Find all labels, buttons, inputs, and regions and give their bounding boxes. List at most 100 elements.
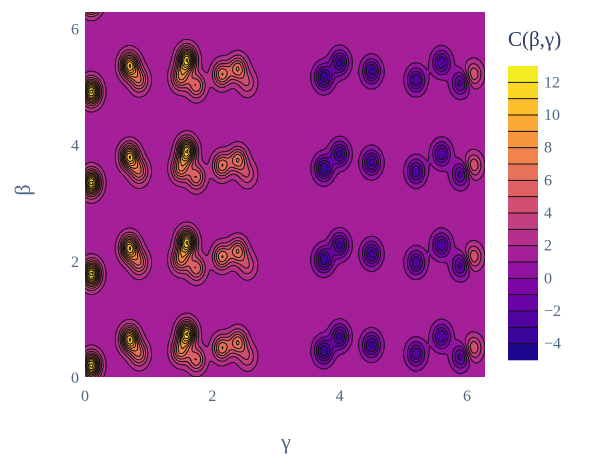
contour-cell (173, 370, 176, 373)
contour-cell (355, 350, 358, 353)
contour-cell (293, 350, 296, 353)
contour-cell (105, 347, 108, 350)
contour-cell (295, 372, 298, 375)
contour-cell (205, 347, 208, 350)
contour-cell (153, 370, 156, 373)
contour-cell (300, 375, 303, 378)
contour-cell (270, 367, 273, 370)
contour-cell (110, 375, 113, 378)
contour-cell (353, 360, 356, 363)
contour-cell (158, 347, 161, 350)
contour-cell (108, 372, 111, 375)
contour-cell (408, 372, 411, 375)
contour-cell (378, 375, 381, 378)
contour-cell (388, 370, 391, 373)
contour-cell (305, 362, 308, 365)
contour-cell (398, 362, 401, 365)
contour-cell (325, 375, 328, 378)
contour-cell (365, 357, 368, 360)
contour-cell (445, 357, 448, 360)
contour-cell (263, 365, 266, 368)
contour-cell (158, 372, 161, 375)
contour-cell (398, 375, 401, 378)
contour-cell (270, 350, 273, 353)
contour-cell (168, 372, 171, 375)
contour-cell (298, 352, 301, 355)
contour-cell (313, 375, 316, 378)
contour-cell (263, 360, 266, 363)
contour-cell (295, 370, 298, 373)
contour-cell (340, 357, 343, 360)
contour-cell (260, 367, 263, 370)
contour-cell (330, 367, 333, 370)
contour-cell (433, 370, 436, 373)
contour-cell (113, 362, 116, 365)
contour-cell (385, 365, 388, 368)
contour-cell (378, 370, 381, 373)
contour-cell (350, 362, 353, 365)
contour-cell (308, 350, 311, 353)
contour-cell (443, 372, 446, 375)
contour-cell (295, 367, 298, 370)
contour-cell (223, 367, 226, 370)
contour-cell (185, 362, 188, 365)
contour-cell (265, 355, 268, 358)
contour-cell (263, 350, 266, 353)
contour-cell (438, 367, 441, 370)
contour-cell (423, 370, 426, 373)
contour-cell (360, 370, 363, 373)
contour-cell (148, 357, 151, 360)
contour-cell (440, 372, 443, 375)
contour-cell (153, 355, 156, 358)
contour-cell (173, 375, 176, 378)
contour-cell (153, 347, 156, 350)
contour-cell (415, 367, 418, 370)
contour-cell (335, 372, 338, 375)
contour-cell (440, 375, 443, 378)
contour-cell (193, 360, 196, 363)
contour-cell (475, 372, 478, 375)
contour-cell (210, 367, 213, 370)
contour-cell (235, 372, 238, 375)
contour-cell (365, 365, 368, 368)
contour-cell (158, 355, 161, 358)
contour-cell (383, 357, 386, 360)
contour-cell (400, 350, 403, 353)
contour-cell (445, 362, 448, 365)
contour-cell (435, 362, 438, 365)
contour-cell (208, 350, 211, 353)
contour-cell (448, 367, 451, 370)
contour-cell (163, 367, 166, 370)
contour-cell (428, 375, 431, 378)
contour-cell (113, 370, 116, 373)
contour-cell (150, 362, 153, 365)
contour-cell (420, 365, 423, 368)
contour-cell (478, 375, 481, 378)
contour-cell (290, 365, 293, 368)
contour-cell (285, 360, 288, 363)
contour-cell (113, 360, 116, 363)
contour-cell (330, 372, 333, 375)
contour-cell (435, 375, 438, 378)
contour-cell (263, 370, 266, 373)
contour-cell (328, 375, 331, 378)
contour-cell (230, 365, 233, 368)
contour-cell (125, 375, 128, 378)
contour-cell (275, 350, 278, 353)
contour-cell (385, 370, 388, 373)
contour-cell (275, 355, 278, 358)
contour-cell (425, 375, 428, 378)
contour-fill (85, 12, 485, 377)
contour-cell (355, 370, 358, 373)
contour-cell (353, 370, 356, 373)
contour-cell (458, 370, 461, 373)
contour-cell (390, 367, 393, 370)
contour-cell (353, 350, 356, 353)
contour-cell (475, 367, 478, 370)
contour-cell (168, 367, 171, 370)
contour-cell (423, 375, 426, 378)
contour-cell (285, 355, 288, 358)
contour-cell (153, 362, 156, 365)
contour-cell (303, 355, 306, 358)
contour-cell (140, 367, 143, 370)
